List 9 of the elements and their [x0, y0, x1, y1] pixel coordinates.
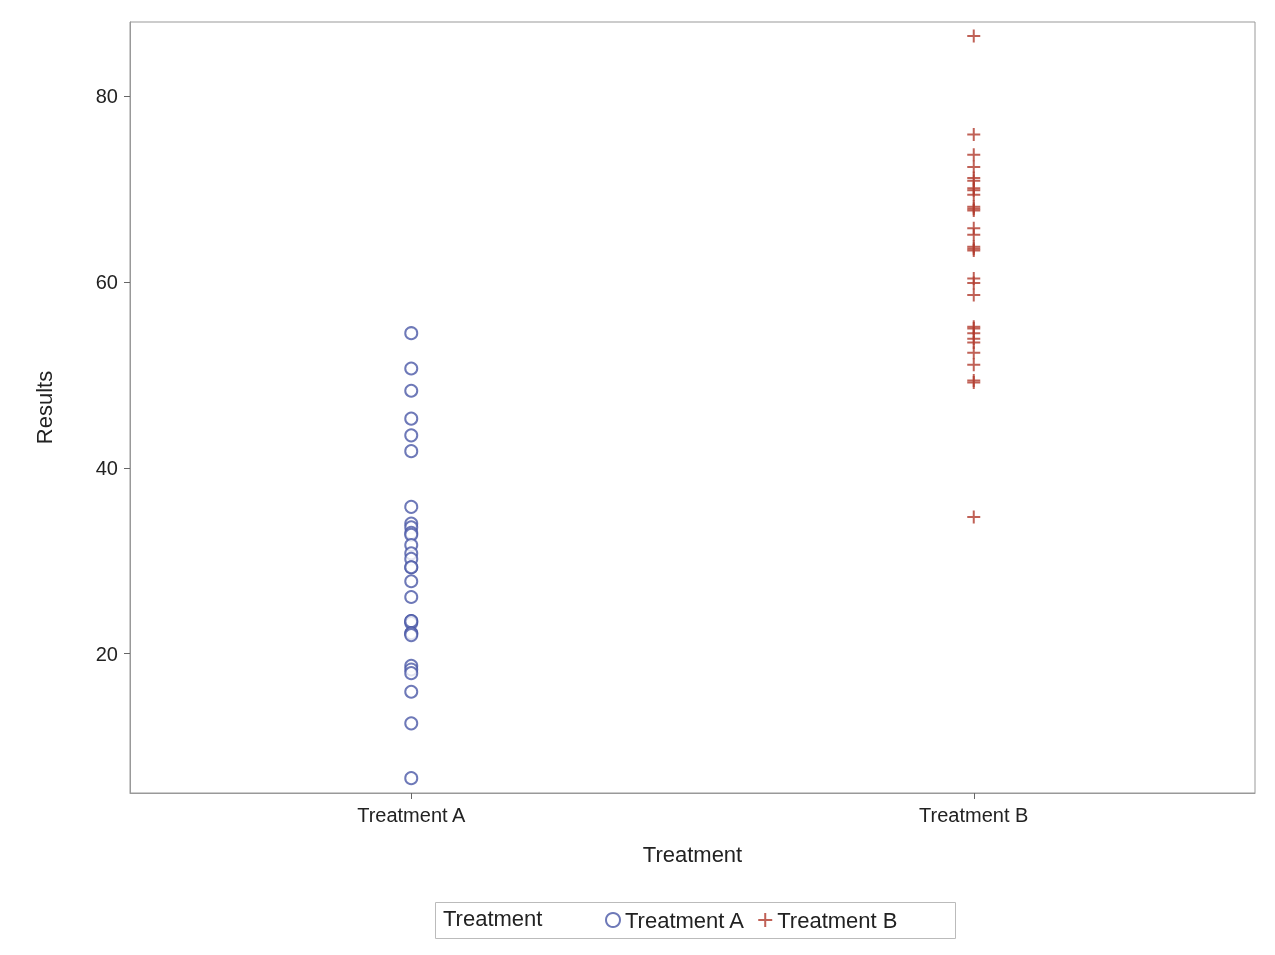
y-tick-label: 40 [95, 456, 118, 479]
legend-title: Treatment [443, 905, 543, 931]
y-axis-title: Results [31, 370, 57, 445]
y-tick-label: 60 [95, 271, 118, 294]
y-tick-label: 20 [95, 642, 118, 665]
legend-label: Treatment A [625, 907, 745, 933]
y-tick-label: 80 [95, 85, 118, 108]
legend-label: Treatment B [777, 907, 898, 933]
x-axis-title: Treatment [642, 841, 743, 867]
